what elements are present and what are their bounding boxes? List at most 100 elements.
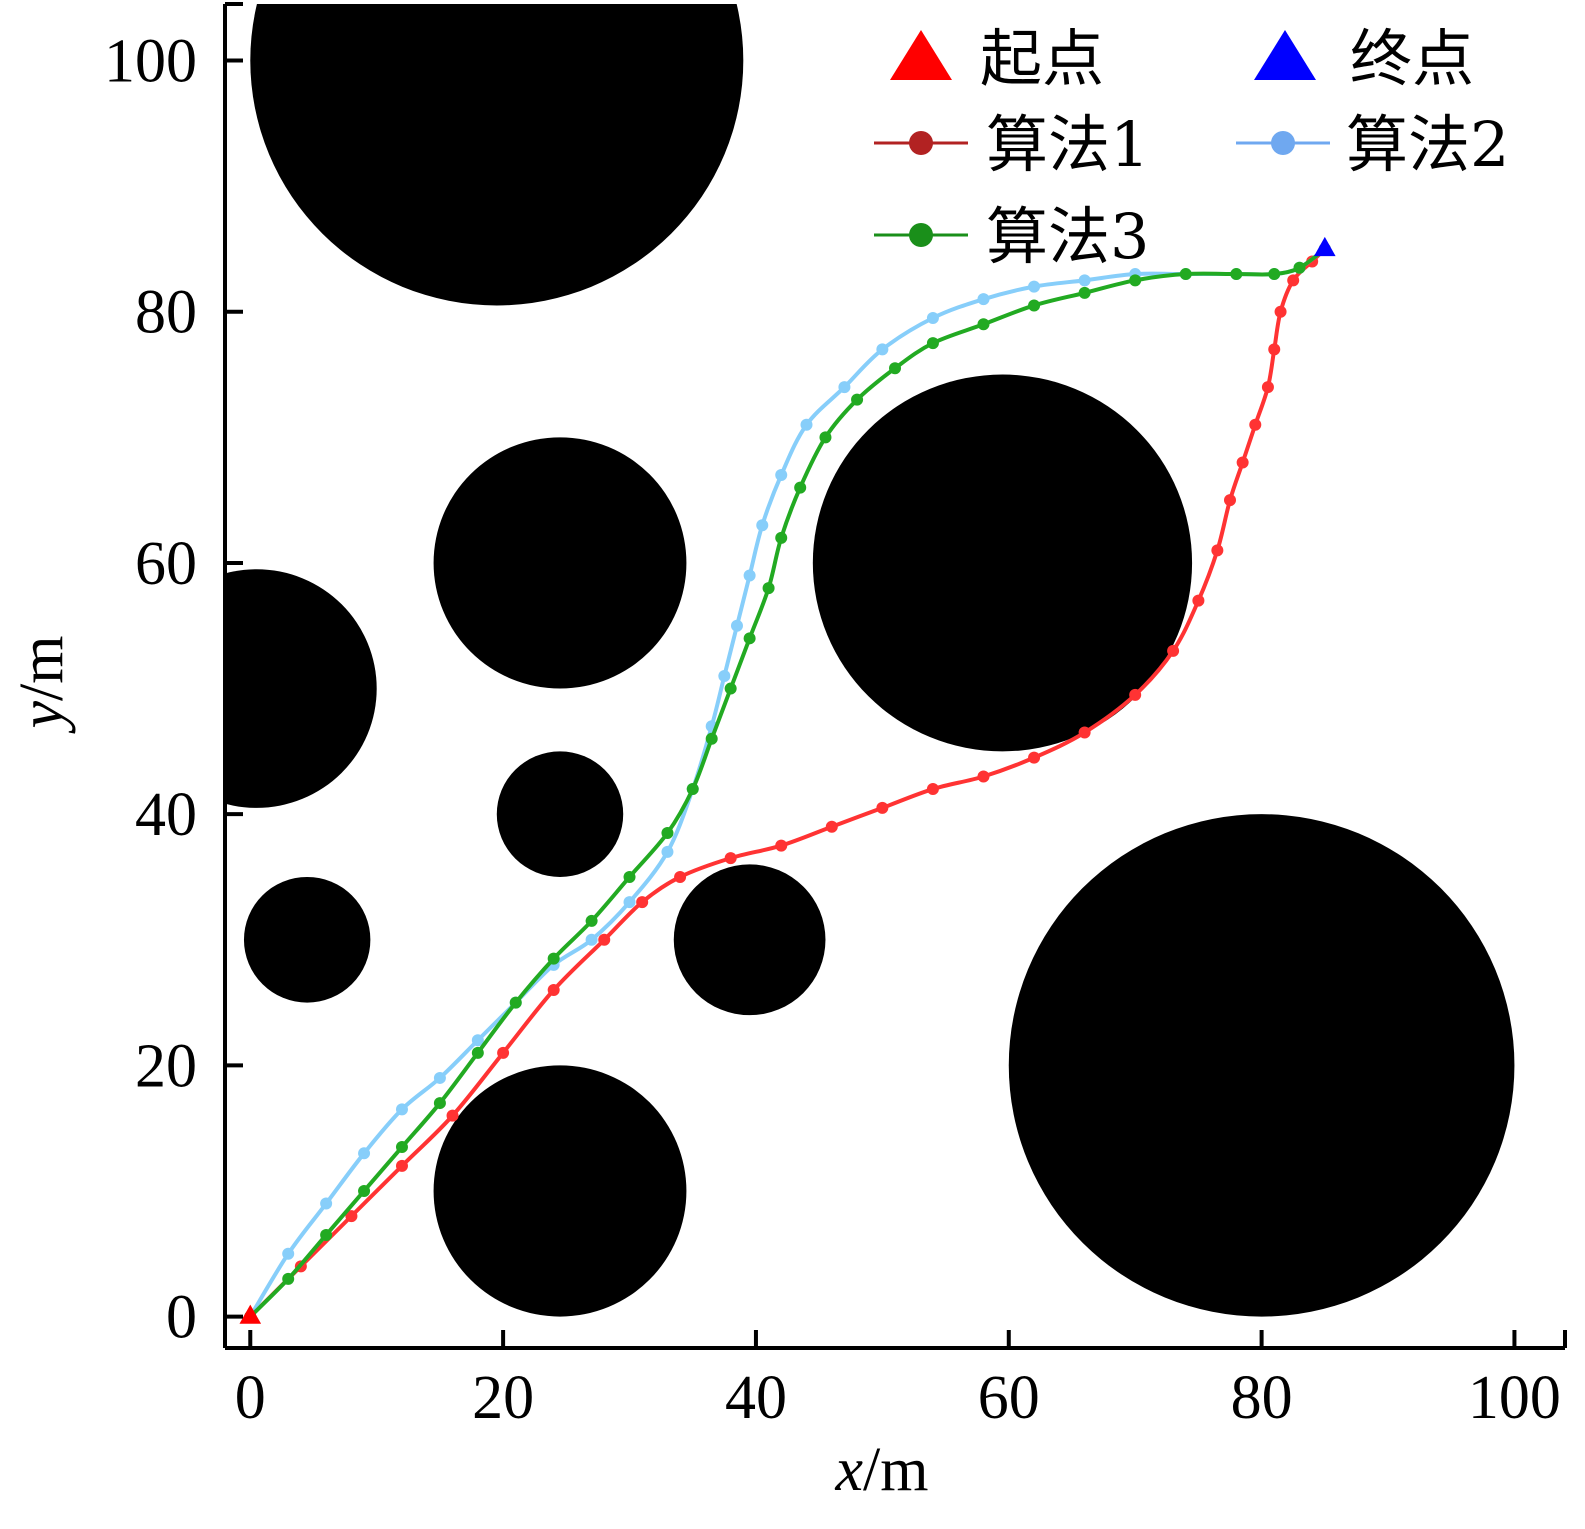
series-1-point — [876, 801, 889, 814]
series-2-point — [876, 343, 889, 356]
series-3-point — [471, 1046, 484, 1059]
series-1-point — [1249, 418, 1262, 431]
obstacle-9 — [1008, 814, 1515, 1317]
series-1-point — [775, 839, 788, 852]
series-3-point — [282, 1272, 295, 1285]
legend-series3-dot — [909, 223, 933, 247]
series-3-point — [509, 996, 522, 1009]
series-1-point — [1129, 688, 1142, 701]
series-1-point — [1167, 644, 1180, 657]
series-3-point — [1293, 261, 1306, 274]
series-3-point — [395, 1141, 408, 1154]
series-2-point — [838, 381, 851, 394]
obstacle-1 — [250, 4, 744, 306]
series-3-point — [705, 732, 718, 745]
series-1-point — [1211, 544, 1224, 557]
series-2-point — [1078, 274, 1091, 287]
series-2-point — [320, 1197, 333, 1210]
obstacle-4 — [496, 751, 624, 877]
y-ticks: 0 20 40 60 80 100 — [104, 28, 243, 1352]
series-2-point — [743, 569, 756, 582]
y-axis-label: y/m — [8, 636, 76, 735]
series-1-point — [926, 783, 939, 796]
series-3-point — [585, 914, 598, 927]
x-axis-label: x/m — [835, 1436, 929, 1504]
x-tick-label: 100 — [1468, 1364, 1561, 1432]
series-2-point — [661, 845, 674, 858]
series-3-point — [623, 870, 636, 883]
series-2-point — [926, 312, 939, 325]
series-1-point — [825, 820, 838, 833]
series-3-point — [851, 393, 864, 406]
legend: 起点 终点 算法1 算法2 算法3 — [874, 22, 1509, 273]
series-3-point — [724, 682, 737, 695]
series-1-point — [724, 852, 737, 865]
series-1-point — [395, 1159, 408, 1172]
series-1-point — [446, 1109, 459, 1122]
series-2-point — [623, 896, 636, 909]
x-ticks: 0 20 40 60 80 100 — [235, 1330, 1561, 1432]
series-1-point — [1028, 751, 1041, 764]
series-2-point — [977, 293, 990, 306]
legend-series1-label: 算法1 — [986, 108, 1149, 181]
legend-series1-dot — [909, 131, 933, 155]
series-3-point — [762, 582, 775, 595]
series-3-point — [1268, 268, 1281, 281]
series-3-point — [433, 1097, 446, 1110]
series-1-point — [1261, 381, 1274, 394]
y-tick-label: 100 — [104, 28, 197, 96]
series-2-point — [1028, 280, 1041, 293]
series-3-point — [1179, 268, 1192, 281]
paths — [244, 242, 1331, 1323]
series-3-point — [889, 362, 901, 375]
series-2-point — [775, 469, 788, 482]
legend-start-label: 起点 — [980, 22, 1104, 95]
y-tick-label: 0 — [166, 1284, 197, 1352]
series-1-point — [1287, 274, 1300, 287]
series-3-point — [1230, 268, 1243, 281]
obstacle-6 — [673, 864, 826, 1016]
series-2-point — [282, 1247, 295, 1260]
series-1-point — [977, 770, 990, 783]
series-3-point — [819, 431, 832, 444]
axes — [223, 2, 1567, 1350]
series-3-point — [794, 481, 807, 494]
series-1-point — [598, 933, 611, 946]
series-2-point — [585, 933, 598, 946]
series-3-point — [977, 318, 990, 331]
series-1-point — [1192, 594, 1205, 607]
obstacle-7 — [433, 1065, 687, 1317]
obstacle-8 — [812, 374, 1193, 752]
series-3-point — [926, 337, 939, 350]
series-1-point — [636, 896, 649, 909]
obstacle-2 — [433, 437, 687, 689]
goal-marker — [1314, 236, 1336, 257]
x-axis-var: x — [835, 1436, 864, 1504]
series-3-point — [661, 827, 674, 840]
series-1-point — [1268, 343, 1281, 356]
series-1-point — [1236, 456, 1249, 469]
series-2-point — [756, 519, 769, 532]
series-3-point — [358, 1184, 371, 1197]
series-3-point — [1078, 286, 1091, 299]
x-tick-label: 20 — [472, 1364, 534, 1432]
series-3-point — [320, 1228, 333, 1241]
legend-series2-label: 算法2 — [1346, 108, 1509, 181]
y-tick-label: 80 — [135, 279, 197, 347]
series-2-point — [395, 1103, 408, 1116]
series-3-point — [1129, 274, 1142, 287]
series-2-point — [471, 1034, 484, 1047]
series-3 — [244, 242, 1331, 1323]
y-axis-unit: /m — [8, 636, 76, 701]
series-2-point — [433, 1071, 446, 1084]
legend-series2-dot — [1271, 131, 1295, 155]
series-1-point — [345, 1210, 358, 1223]
x-tick-label: 0 — [235, 1364, 266, 1432]
x-tick-label: 40 — [725, 1364, 787, 1432]
series-3-point — [775, 531, 788, 544]
series-1-point — [674, 870, 687, 883]
series-2-point — [800, 418, 813, 431]
x-tick-label: 80 — [1231, 1364, 1293, 1432]
series-1-point — [1224, 494, 1236, 507]
